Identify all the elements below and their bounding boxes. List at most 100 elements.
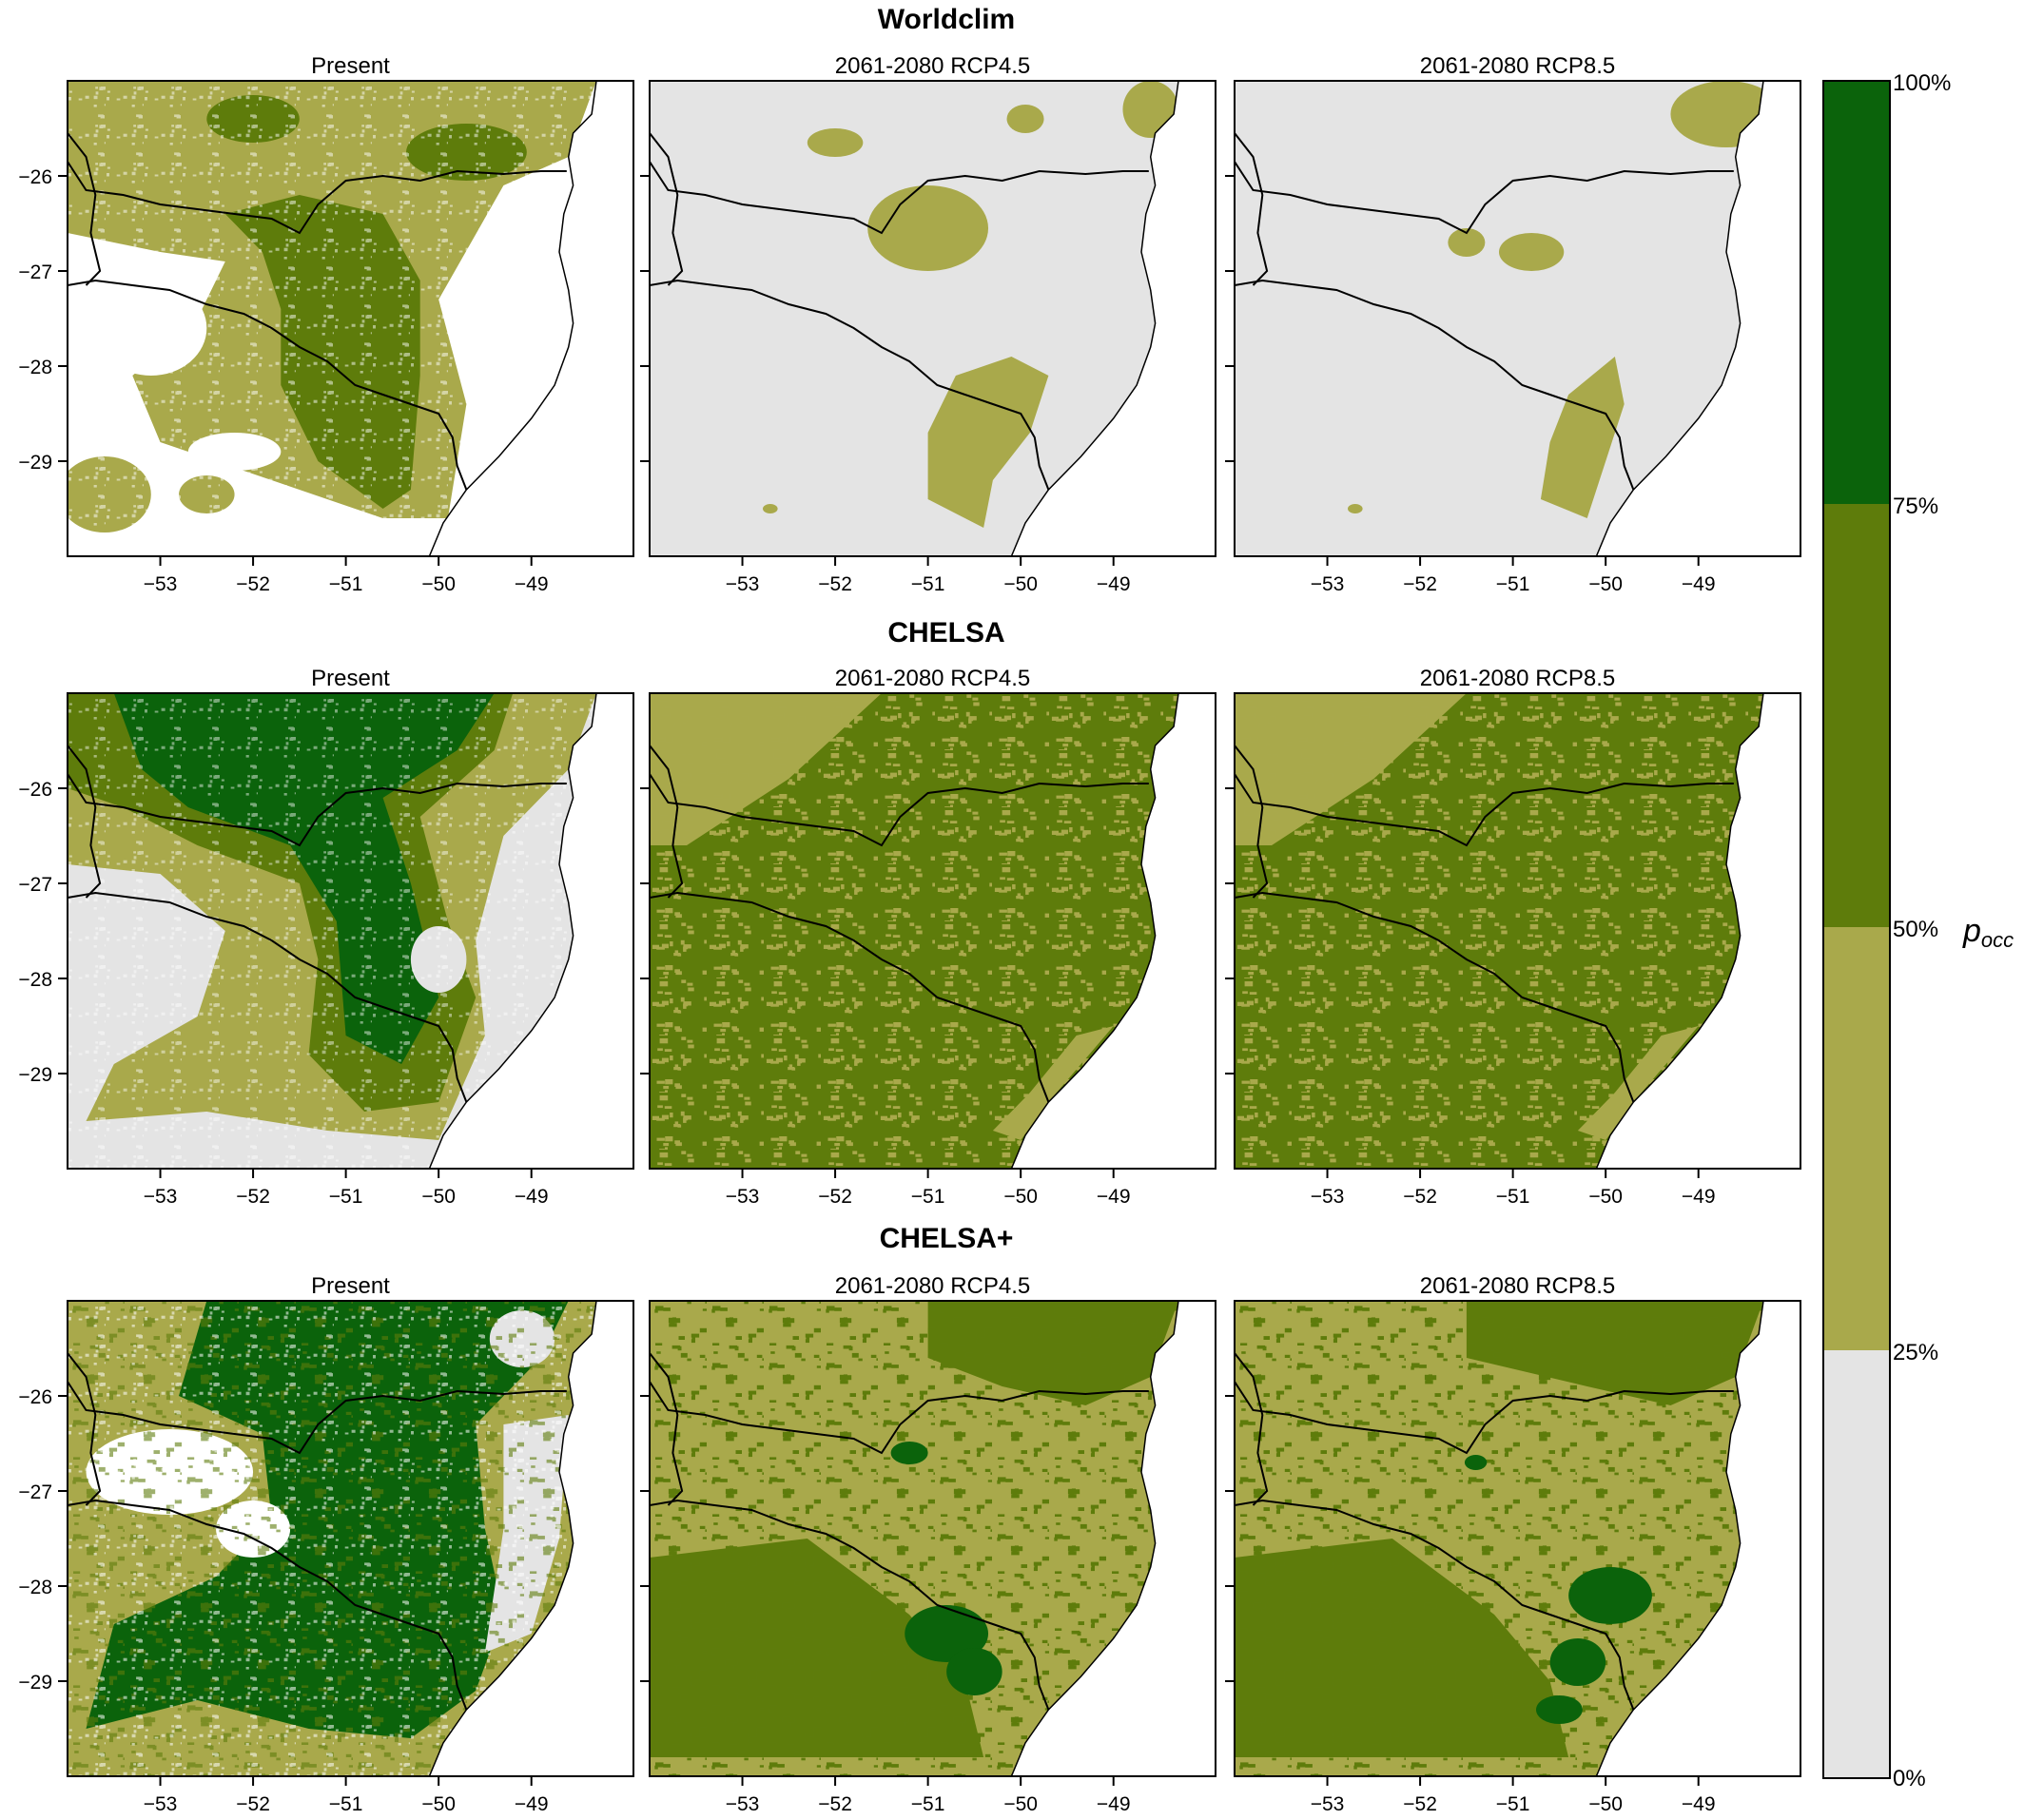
legend-variable-subscript: occ [1981,928,2014,952]
x-tick-label: −51 [911,1793,945,1815]
panel-frame [67,692,634,1170]
panel-frame [1234,692,1801,1170]
y-tick-label: −26 [18,166,52,188]
x-tick-label: −49 [1682,1186,1716,1208]
y-tick-label: −29 [18,452,52,474]
x-tick-label: −49 [1682,573,1716,595]
legend: 100% 75% 50% 25% 0% pocc [1822,70,2014,1791]
map-raster [650,81,1216,556]
x-tick-label: −51 [911,1186,945,1208]
x-tick-label: −52 [1403,573,1437,595]
map-raster [1235,693,1800,1169]
state-border [1235,773,1734,847]
panel-frame [649,1300,1216,1777]
state-border [1235,132,1269,286]
legend-label-25: 25% [1893,1340,1938,1365]
state-border [68,891,468,1103]
state-border [68,745,102,899]
map-panel: 2061-2080 RCP8.5 −53 −52 −51 −50 −49 [1225,666,1801,1208]
state-border [650,161,1149,235]
map-panel: 2061-2080 RCP4.5 −53 −52 −51 −50 −49 [640,53,1216,595]
x-tick-label: −53 [726,1186,760,1208]
x-tick-label: −49 [515,573,549,595]
x-tick-label: −53 [144,1793,178,1815]
y-tick-label: −28 [18,969,52,991]
legend-variable-symbol: p [1962,913,1981,949]
x-tick-label: −51 [1496,1793,1530,1815]
x-tick-label: −50 [421,573,456,595]
map-raster [68,81,633,556]
legend-label-100: 100% [1893,70,1951,96]
legend-bin-50-75 [1823,504,1890,927]
state-border [650,773,1149,847]
legend-variable: pocc [1962,913,2014,952]
y-tick-label: −28 [18,357,52,378]
panel-title: 2061-2080 RCP4.5 [835,1273,1030,1299]
x-tick-label: −50 [1003,1186,1038,1208]
coastline [1010,1301,1179,1776]
map-raster [68,1301,633,1776]
x-tick-label: −51 [1496,1186,1530,1208]
y-tick-label: −26 [18,1386,52,1408]
map-panel: Present −53 −52 −51 −50 −49 −26 −27 −28 −29 [18,53,634,595]
row-title-chelsa: CHELSA [887,617,1004,649]
x-tick-label: −52 [1403,1793,1437,1815]
x-tick-label: −49 [1097,1793,1131,1815]
legend-label-75: 75% [1893,494,1938,519]
x-tick-label: −52 [818,1793,852,1815]
x-tick-label: −50 [1588,573,1623,595]
x-tick-label: −50 [1003,1793,1038,1815]
map-raster [650,693,1216,1169]
x-tick-label: −53 [726,573,760,595]
state-border [650,279,1050,491]
legend-label-50: 50% [1893,917,1938,942]
state-border [650,891,1050,1103]
x-tick-label: −49 [515,1793,549,1815]
state-border [68,279,468,491]
x-tick-label: −52 [236,573,270,595]
x-tick-label: −51 [329,1793,363,1815]
state-border [650,745,684,899]
x-tick-label: −50 [1588,1793,1623,1815]
x-tick-label: −50 [1003,573,1038,595]
y-tick-label: −29 [18,1064,52,1086]
x-tick-label: −52 [236,1186,270,1208]
legend-label-0: 0% [1893,1766,1926,1791]
panel-title: 2061-2080 RCP8.5 [1420,666,1615,691]
coastline [428,693,597,1169]
panel-title: 2061-2080 RCP8.5 [1420,1273,1615,1299]
x-tick-label: −49 [1097,573,1131,595]
panel-title: 2061-2080 RCP4.5 [835,666,1030,691]
row-title-worldclim: Worldclim [878,4,1015,35]
coastline [428,1301,597,1776]
y-tick-label: −26 [18,779,52,801]
panel-frame [67,1300,634,1777]
coastline [428,81,597,556]
coastline [1595,693,1764,1169]
state-border [68,132,102,286]
panel-title: Present [311,1273,390,1299]
x-tick-label: −53 [1311,1793,1345,1815]
map-panel: 2061-2080 RCP8.5 −53 −52 −51 −50 −49 [1225,53,1801,595]
y-tick-label: −29 [18,1672,52,1694]
state-border [1235,161,1734,235]
panel-title: 2061-2080 RCP4.5 [835,53,1030,79]
x-tick-label: −53 [144,573,178,595]
x-tick-label: −50 [1588,1186,1623,1208]
x-tick-label: −49 [1682,1793,1716,1815]
state-border [68,1352,102,1506]
state-border [650,1381,1149,1455]
map-panel: Present −53 −52 −51 −50 −49 −26 −27 −28 −29 [18,666,634,1208]
y-tick-label: −28 [18,1577,52,1598]
state-border [1235,891,1635,1103]
x-tick-label: −51 [1496,573,1530,595]
panel-frame [649,692,1216,1170]
map-panel: Present −53 −52 −51 −50 −49 −26 −27 −28 −29 [18,1273,634,1815]
coastline [1595,1301,1764,1776]
state-border [68,1499,468,1711]
y-tick-label: −27 [18,874,52,896]
x-tick-label: −49 [515,1186,549,1208]
x-tick-label: −52 [236,1793,270,1815]
legend-frame [1822,80,1891,1779]
